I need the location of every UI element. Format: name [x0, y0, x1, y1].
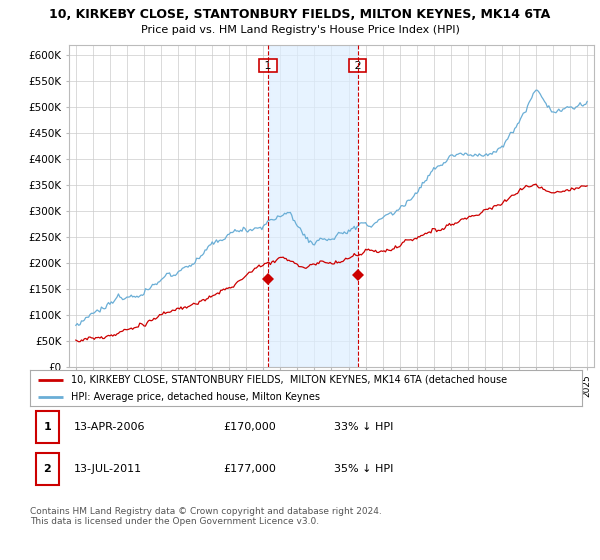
Text: £177,000: £177,000 — [223, 464, 276, 474]
Text: 2: 2 — [43, 464, 51, 474]
Text: Price paid vs. HM Land Registry's House Price Index (HPI): Price paid vs. HM Land Registry's House … — [140, 25, 460, 35]
Text: 1: 1 — [43, 422, 51, 432]
Text: 13-JUL-2011: 13-JUL-2011 — [74, 464, 142, 474]
Text: Contains HM Land Registry data © Crown copyright and database right 2024.
This d: Contains HM Land Registry data © Crown c… — [30, 507, 382, 526]
Text: 13-APR-2006: 13-APR-2006 — [74, 422, 146, 432]
Text: 35% ↓ HPI: 35% ↓ HPI — [334, 464, 393, 474]
Text: 10, KIRKEBY CLOSE, STANTONBURY FIELDS, MILTON KEYNES, MK14 6TA: 10, KIRKEBY CLOSE, STANTONBURY FIELDS, M… — [49, 8, 551, 21]
Text: HPI: Average price, detached house, Milton Keynes: HPI: Average price, detached house, Milt… — [71, 392, 320, 402]
Text: 10, KIRKEBY CLOSE, STANTONBURY FIELDS,  MILTON KEYNES, MK14 6TA (detached house: 10, KIRKEBY CLOSE, STANTONBURY FIELDS, M… — [71, 375, 508, 385]
Text: 33% ↓ HPI: 33% ↓ HPI — [334, 422, 393, 432]
Text: £170,000: £170,000 — [223, 422, 276, 432]
FancyBboxPatch shape — [35, 411, 59, 444]
FancyBboxPatch shape — [35, 454, 59, 485]
Text: 2: 2 — [350, 60, 365, 71]
Text: 1: 1 — [261, 60, 275, 71]
